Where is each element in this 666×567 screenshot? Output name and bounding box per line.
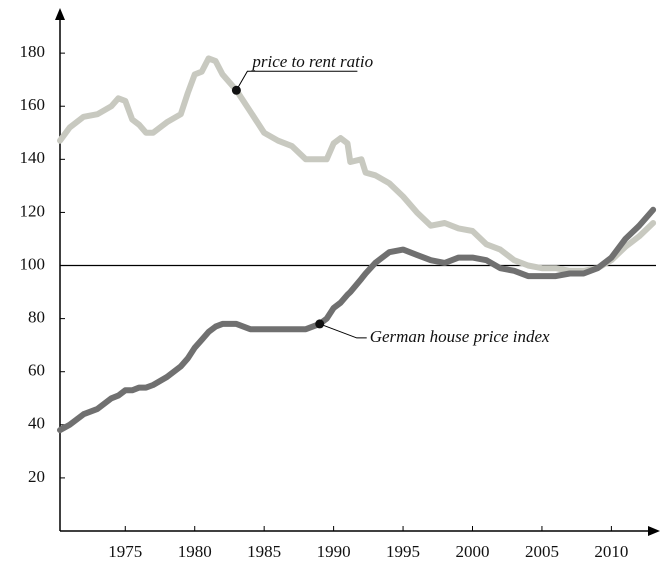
annotation-leader [235,70,358,91]
annotation-label: German house price index [370,327,550,346]
x-tick-label: 1990 [317,542,351,561]
x-tick-label: 2005 [525,542,559,561]
annotation-label: price to rent ratio [251,52,373,71]
x-tick-label: 1975 [108,542,142,561]
x-tick-label: 2000 [456,542,490,561]
x-tick-label: 1995 [386,542,420,561]
annotation-dot [315,319,325,329]
y-tick-label: 80 [28,308,45,327]
line-series [57,55,657,274]
y-tick-label: 140 [20,148,46,167]
line-series [57,206,657,434]
y-tick-label: 100 [20,254,46,273]
y-axis-arrow [55,8,65,20]
annotation-dot [231,85,241,95]
y-tick-label: 180 [20,42,46,61]
annotation-leader [319,323,367,339]
x-tick-label: 2010 [594,542,628,561]
y-tick-label: 40 [28,414,45,433]
y-tick-label: 120 [20,201,46,220]
x-axis-arrow [648,526,660,536]
y-tick-label: 160 [20,95,46,114]
x-tick-label: 1980 [178,542,212,561]
y-tick-label: 60 [28,361,45,380]
y-tick-label: 20 [28,467,45,486]
x-tick-label: 1985 [247,542,281,561]
